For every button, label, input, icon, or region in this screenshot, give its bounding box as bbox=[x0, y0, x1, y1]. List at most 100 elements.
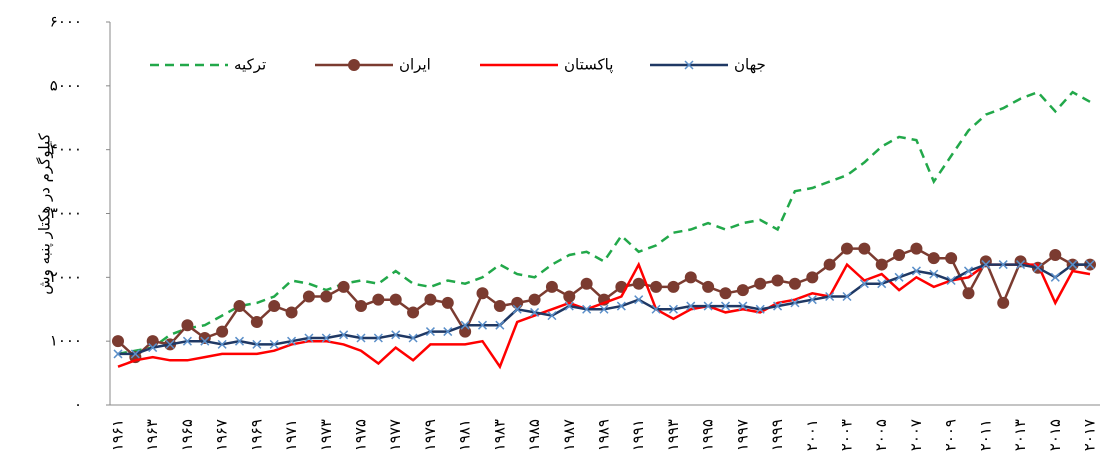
marker bbox=[1085, 260, 1095, 270]
marker bbox=[962, 287, 975, 300]
marker bbox=[946, 275, 956, 286]
marker bbox=[512, 304, 522, 314]
marker bbox=[842, 291, 852, 302]
marker bbox=[356, 333, 366, 343]
marker bbox=[998, 260, 1008, 270]
x-tick-label: ۱۹۹۳ bbox=[664, 419, 682, 451]
x-tick-label: ۱۹۸۹ bbox=[595, 419, 613, 451]
x-tick-label: ۱۹۶۱ bbox=[109, 419, 127, 451]
marker bbox=[181, 319, 194, 332]
marker bbox=[130, 349, 140, 359]
marker bbox=[703, 301, 713, 311]
marker bbox=[268, 300, 281, 313]
marker bbox=[773, 301, 783, 311]
x-tick-label: ۲۰۱۳ bbox=[1011, 419, 1029, 451]
y-tick-label: ۴۰۰۰ bbox=[50, 140, 82, 158]
marker bbox=[216, 325, 229, 338]
x-tick-label: ۱۹۷۷ bbox=[386, 419, 404, 451]
marker bbox=[927, 252, 940, 265]
marker bbox=[337, 280, 350, 293]
legend-item: ترکیه bbox=[150, 56, 266, 74]
marker bbox=[582, 304, 592, 314]
x-tick-label: ۱۹۶۳ bbox=[143, 419, 161, 451]
marker bbox=[736, 284, 749, 297]
marker bbox=[894, 272, 904, 282]
marker bbox=[321, 333, 331, 343]
marker bbox=[441, 296, 454, 309]
x-tick-label: ۱۹۸۱ bbox=[456, 419, 474, 451]
marker bbox=[547, 311, 557, 321]
x-tick-label: ۲۰۰۹ bbox=[942, 419, 960, 451]
marker bbox=[165, 339, 175, 349]
marker bbox=[511, 296, 524, 309]
marker bbox=[911, 266, 921, 276]
marker bbox=[339, 330, 349, 340]
y-tick-label: ۲۰۰۰ bbox=[50, 268, 82, 286]
y-tick-label: ۱۰۰۰ bbox=[50, 332, 82, 350]
marker bbox=[841, 242, 853, 255]
x-tick-label: ۱۹۷۹ bbox=[421, 419, 439, 451]
x-tick-label: ۲۰۰۳ bbox=[838, 419, 856, 451]
marker bbox=[859, 279, 869, 289]
legend-item: ایران bbox=[315, 56, 431, 74]
marker bbox=[1050, 272, 1060, 282]
series-line bbox=[117, 261, 1091, 370]
marker bbox=[495, 320, 505, 330]
marker bbox=[563, 290, 576, 303]
x-tick-label: ۱۹۶۵ bbox=[178, 419, 196, 451]
marker bbox=[391, 330, 401, 340]
marker bbox=[806, 271, 819, 284]
marker bbox=[477, 320, 488, 330]
marker bbox=[302, 290, 315, 303]
marker bbox=[113, 349, 123, 359]
x-tick-label: ۱۹۶۹ bbox=[247, 419, 265, 451]
marker bbox=[684, 271, 697, 284]
y-tick-label: ۶۰۰۰ bbox=[50, 13, 82, 31]
marker bbox=[460, 320, 470, 330]
marker bbox=[858, 242, 871, 255]
x-tick-label: ۲۰۰۱ bbox=[803, 419, 821, 451]
marker bbox=[616, 301, 626, 311]
marker bbox=[650, 280, 663, 293]
marker bbox=[738, 301, 748, 311]
marker bbox=[997, 296, 1010, 309]
marker bbox=[373, 333, 383, 343]
marker bbox=[893, 248, 906, 261]
marker bbox=[981, 260, 991, 270]
marker bbox=[355, 300, 367, 313]
marker bbox=[530, 307, 540, 317]
x-tick-label: ۱۹۷۱ bbox=[282, 419, 300, 451]
marker bbox=[287, 336, 297, 346]
y-tick-label: ۵۰۰۰ bbox=[50, 76, 82, 94]
marker bbox=[269, 339, 279, 349]
y-tick-label: ۳۰۰۰ bbox=[50, 204, 82, 222]
marker bbox=[910, 242, 923, 255]
marker bbox=[686, 301, 696, 311]
marker bbox=[634, 295, 644, 305]
marker bbox=[875, 258, 888, 271]
marker bbox=[1033, 263, 1043, 273]
marker bbox=[545, 280, 558, 293]
legend-item: جهان bbox=[650, 56, 766, 74]
x-tick-label: ۲۰۱۱ bbox=[976, 419, 994, 451]
x-tick-label: ۱۹۶۷ bbox=[213, 419, 231, 451]
legend-label: ترکیه bbox=[234, 56, 266, 74]
marker bbox=[945, 252, 958, 265]
marker bbox=[234, 336, 245, 346]
marker bbox=[788, 277, 801, 290]
legend-label: ایران bbox=[399, 56, 431, 74]
marker bbox=[112, 335, 124, 348]
marker bbox=[667, 280, 680, 293]
x-tick-label: ۱۹۹۱ bbox=[629, 419, 647, 451]
marker bbox=[1016, 260, 1026, 270]
x-tick-label: ۱۹۷۳ bbox=[317, 419, 335, 451]
marker bbox=[668, 304, 678, 314]
x-tick-label: ۲۰۰۵ bbox=[872, 419, 890, 451]
x-tick-label: ۱۹۹۹ bbox=[768, 419, 786, 451]
marker bbox=[476, 287, 489, 300]
marker bbox=[790, 298, 800, 308]
marker bbox=[754, 277, 767, 290]
marker bbox=[599, 304, 609, 314]
